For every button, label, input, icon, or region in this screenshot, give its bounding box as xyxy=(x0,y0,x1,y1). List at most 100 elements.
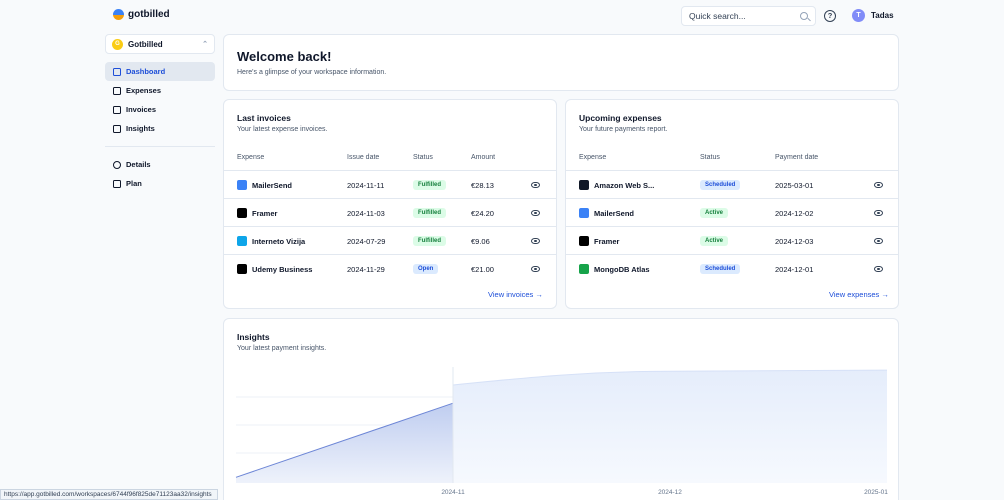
eye-icon[interactable] xyxy=(531,210,540,216)
welcome-card: Welcome back! Here's a glimpse of your w… xyxy=(223,34,899,91)
table-row[interactable]: Udemy Business 2024-11-29 Open €21.00 xyxy=(224,254,556,282)
status-badge: Fulfilled xyxy=(413,236,446,246)
view-cell xyxy=(531,199,540,227)
view-expenses-link[interactable]: View expenses → xyxy=(829,290,889,299)
insights-title: Insights xyxy=(237,332,270,342)
table-row[interactable]: Framer Active 2024-12-03 xyxy=(566,226,898,254)
avatar: T xyxy=(852,9,865,22)
sidebar-item-expenses[interactable]: Expenses xyxy=(105,81,215,100)
sidebar-item-label: Expenses xyxy=(126,86,162,95)
table-row[interactable]: Amazon Web S... Scheduled 2025-03-01 xyxy=(566,170,898,198)
workspace-badge: G xyxy=(112,38,123,50)
sidebar-item-insights[interactable]: Insights xyxy=(105,119,215,138)
col-expense: Expense xyxy=(237,154,265,161)
status-cell: Active xyxy=(700,199,729,227)
status-cell: Active xyxy=(700,227,729,255)
expense-name-cell: Framer xyxy=(579,227,619,255)
sidebar-item-details[interactable]: Details xyxy=(105,155,215,174)
sidebar-divider xyxy=(105,146,215,147)
table-row[interactable]: MailerSend Active 2024-12-02 xyxy=(566,198,898,226)
col-expense: Expense xyxy=(579,154,607,161)
file-icon xyxy=(113,105,121,114)
status-cell: Scheduled xyxy=(700,255,741,283)
browser-status-url: https://app.gotbilled.com/workspaces/674… xyxy=(0,489,218,500)
vendor-logo-icon xyxy=(579,264,589,274)
help-icon[interactable]: ? xyxy=(824,10,836,22)
invoices-title: Last invoices xyxy=(237,113,291,123)
expense-name: Udemy Business xyxy=(252,264,313,274)
status-cell: Open xyxy=(413,255,439,283)
amount: €28.13 xyxy=(471,180,494,190)
vendor-logo-icon xyxy=(579,208,589,218)
issue-date: 2024-11-03 xyxy=(347,208,385,218)
status-badge: Scheduled xyxy=(700,264,741,274)
invoices-subtitle: Your latest expense invoices. xyxy=(237,126,328,133)
search-placeholder: Quick search... xyxy=(689,11,746,21)
vendor-logo-icon xyxy=(579,180,589,190)
view-cell xyxy=(874,199,883,227)
issue-date: 2024-11-29 xyxy=(347,264,385,274)
view-cell xyxy=(531,227,540,255)
payment-date: 2024-12-02 xyxy=(775,208,814,218)
eye-icon[interactable] xyxy=(531,238,540,244)
page-subtitle: Here's a glimpse of your workspace infor… xyxy=(237,69,387,76)
workspace-selector[interactable]: G Gotbilled ⌃ xyxy=(105,34,215,54)
vendor-logo-icon xyxy=(579,236,589,246)
grid-icon xyxy=(113,67,121,76)
eye-icon[interactable] xyxy=(874,182,883,188)
col-issue-date: Issue date xyxy=(347,154,380,161)
payment-date: 2025-03-01 xyxy=(775,180,814,190)
expense-name: MailerSend xyxy=(594,208,635,218)
series-future-line xyxy=(452,369,888,386)
issue-date: 2024-11-11 xyxy=(347,180,385,190)
vendor-logo-icon xyxy=(237,236,247,246)
eye-icon[interactable] xyxy=(874,266,883,272)
sidebar-item-invoices[interactable]: Invoices xyxy=(105,100,215,119)
expense-name: MongoDB Atlas xyxy=(594,264,650,274)
quick-search-input[interactable]: Quick search... xyxy=(681,6,816,26)
expense-name-cell: Interneto Vizija xyxy=(237,227,305,255)
user-name: Tadas xyxy=(871,11,894,20)
view-cell xyxy=(531,171,540,199)
table-row[interactable]: MailerSend 2024-11-11 Fulfilled €28.13 xyxy=(224,170,556,198)
table-row[interactable]: Interneto Vizija 2024-07-29 Fulfilled €9.06 xyxy=(224,226,556,254)
amount: €9.06 xyxy=(471,236,490,246)
x-tick-label: 2024-12 xyxy=(658,489,682,496)
user-menu[interactable]: T Tadas xyxy=(852,9,894,22)
sidebar-item-plan[interactable]: Plan xyxy=(105,174,215,193)
sidebar-item-label: Plan xyxy=(126,179,142,188)
eye-icon[interactable] xyxy=(874,210,883,216)
view-invoices-link[interactable]: View invoices → xyxy=(488,290,543,299)
sidebar: G Gotbilled ⌃ Dashboard Expenses Invoice… xyxy=(105,34,215,193)
logo-mark-icon xyxy=(113,9,124,20)
sidebar-item-dashboard[interactable]: Dashboard xyxy=(105,62,215,81)
x-tick-label: 2025-01 xyxy=(864,489,888,496)
insights-card: Insights Your latest payment insights. 2… xyxy=(223,318,899,500)
app-logo[interactable]: gotbilled xyxy=(113,9,170,20)
table-row[interactable]: Framer 2024-11-03 Fulfilled €24.20 xyxy=(224,198,556,226)
view-cell xyxy=(874,255,883,283)
view-cell xyxy=(531,255,540,283)
series-future-area xyxy=(453,370,887,483)
last-invoices-card: Last invoices Your latest expense invoic… xyxy=(223,99,557,309)
col-payment-date: Payment date xyxy=(775,154,819,161)
status-cell: Fulfilled xyxy=(413,227,446,255)
eye-icon[interactable] xyxy=(531,266,540,272)
upcoming-expenses-card: Upcoming expenses Your future payments r… xyxy=(565,99,899,309)
status-cell: Fulfilled xyxy=(413,199,446,227)
insights-subtitle: Your latest payment insights. xyxy=(237,345,327,352)
status-cell: Scheduled xyxy=(700,171,741,199)
expense-name: Amazon Web S... xyxy=(594,180,655,190)
amount: €24.20 xyxy=(471,208,494,218)
col-amount: Amount xyxy=(471,154,496,161)
primary-nav: Dashboard Expenses Invoices Insights xyxy=(105,62,215,138)
eye-icon[interactable] xyxy=(531,182,540,188)
calendar-icon xyxy=(113,179,121,188)
page-title: Welcome back! xyxy=(237,49,332,64)
issue-date: 2024-07-29 xyxy=(347,236,386,246)
table-row[interactable]: MongoDB Atlas Scheduled 2024-12-01 xyxy=(566,254,898,282)
eye-icon[interactable] xyxy=(874,238,883,244)
sidebar-item-label: Dashboard xyxy=(126,67,166,76)
info-icon xyxy=(113,160,121,169)
chart-icon xyxy=(113,124,121,133)
